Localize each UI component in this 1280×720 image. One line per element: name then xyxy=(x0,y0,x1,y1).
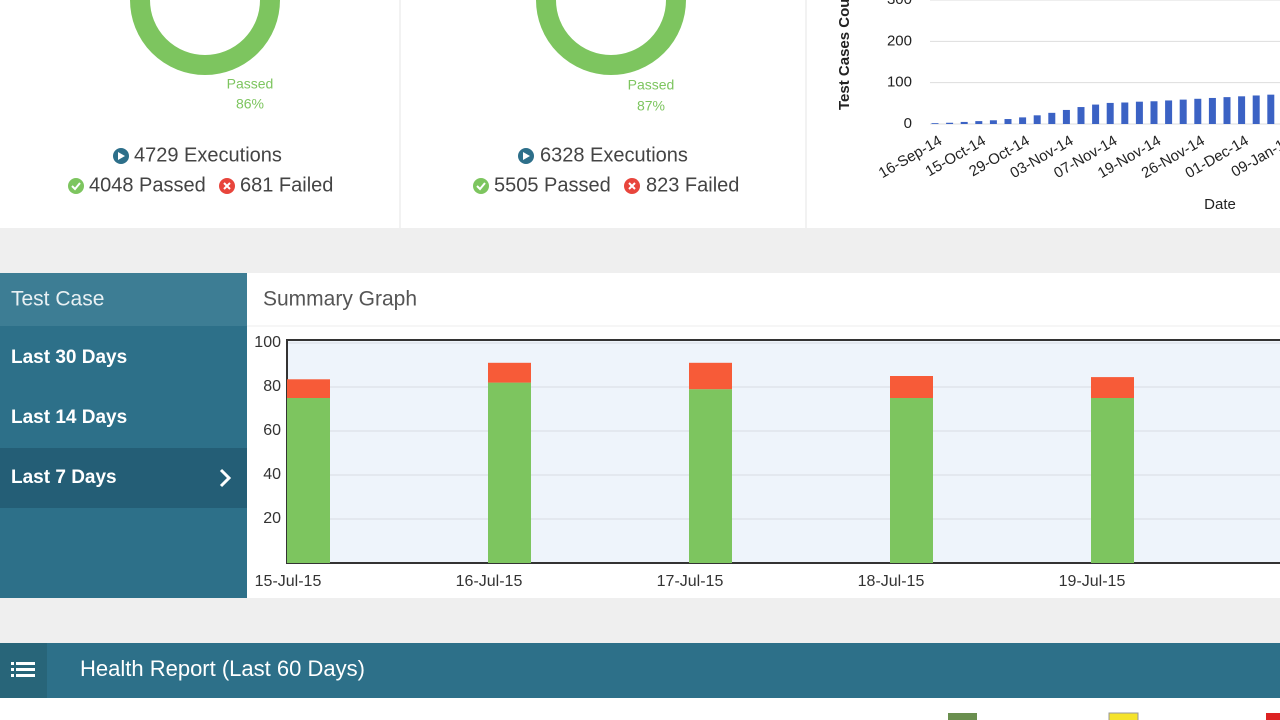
bar xyxy=(1048,112,1056,124)
bar-segment xyxy=(689,389,732,563)
bar xyxy=(1135,101,1143,124)
bar xyxy=(1150,101,1158,124)
active-item[interactable] xyxy=(0,448,247,508)
donut-legend: Passed xyxy=(628,77,675,93)
bar xyxy=(1223,97,1231,124)
check-icon xyxy=(473,178,489,194)
bar xyxy=(1194,98,1202,124)
health-body xyxy=(0,698,1280,720)
bar xyxy=(1252,95,1260,124)
list-icon xyxy=(11,662,35,677)
legend-swatch xyxy=(948,713,977,720)
bar xyxy=(1165,100,1173,124)
x-tick-label: 15-Jul-15 xyxy=(255,573,322,590)
y-tick-label: 300 xyxy=(887,0,912,8)
legend-swatch xyxy=(1108,712,1139,720)
x-tick-label: 18-Jul-15 xyxy=(858,573,925,590)
summary-title: Summary Graph xyxy=(263,288,417,311)
executions: 4729 Executions xyxy=(134,144,282,166)
bar xyxy=(989,120,997,124)
donut-percent: 87% xyxy=(637,98,665,114)
bar xyxy=(1004,119,1012,124)
x-icon xyxy=(223,182,231,190)
x-icon xyxy=(628,182,636,190)
play-icon xyxy=(118,152,125,160)
bar xyxy=(1092,104,1100,124)
y-tick-label: 0 xyxy=(904,115,912,132)
sidebar xyxy=(0,273,247,598)
check-icon xyxy=(71,182,81,191)
bar-segment xyxy=(1091,377,1134,398)
y-tick-label: 20 xyxy=(263,510,281,527)
y-tick-label: 80 xyxy=(263,378,281,395)
passed-count: 5505 Passed xyxy=(494,174,611,196)
sidebar-item[interactable]: Last 7 Days xyxy=(11,467,117,488)
failed-count: 681 Failed xyxy=(240,174,333,196)
health-header xyxy=(0,643,1280,698)
bar-segment xyxy=(287,379,330,398)
bar xyxy=(946,122,954,124)
sidebar-header xyxy=(0,273,247,326)
bar xyxy=(1179,99,1187,124)
bar xyxy=(1033,115,1041,124)
bar xyxy=(1238,96,1246,124)
bar xyxy=(931,123,939,124)
passed-count: 4048 Passed xyxy=(89,174,206,196)
sidebar-title: Test Case xyxy=(11,288,104,311)
bar xyxy=(1121,102,1129,124)
summary-chart: 15-Jul-15 16-Jul-15 17-Jul-15 18-Jul-15 19-J… xyxy=(255,339,1280,590)
bar-segment xyxy=(287,398,330,563)
bar xyxy=(1208,97,1216,124)
health-title: Health Report (Last 60 Days) xyxy=(80,656,365,681)
donut-percent: 86% xyxy=(236,96,264,112)
bar-segment xyxy=(1091,398,1134,563)
y-tick-label: 60 xyxy=(263,422,281,439)
check-icon xyxy=(68,178,84,194)
executions: 6328 Executions xyxy=(540,144,688,166)
donut xyxy=(536,0,686,75)
bar-segment xyxy=(689,362,732,390)
donut-legend: Passed xyxy=(227,76,274,92)
x-tick-label: 16-Jul-15 xyxy=(456,573,523,590)
x-axis-label: Date xyxy=(1204,196,1236,213)
x-tick-label: 17-Jul-15 xyxy=(657,573,724,590)
bar-segment xyxy=(890,398,933,563)
y-tick-label: 100 xyxy=(887,74,912,91)
bar xyxy=(1077,107,1085,124)
x-tick-label: 19-Jul-15 xyxy=(1059,573,1126,590)
sidebar-item[interactable]: Last 14 Days xyxy=(11,407,127,428)
bar xyxy=(1106,102,1114,124)
y-tick-label: 40 xyxy=(263,466,281,483)
bar xyxy=(1019,117,1027,124)
sidebar-item[interactable]: Last 30 Days xyxy=(11,347,127,368)
failed-count: 823 Failed xyxy=(646,174,739,196)
bar xyxy=(960,121,968,124)
legend-swatch xyxy=(1266,713,1280,720)
bar xyxy=(1267,94,1275,124)
y-tick-label: 100 xyxy=(254,334,281,351)
play-icon xyxy=(523,152,530,160)
bar-segment xyxy=(488,362,531,383)
donut xyxy=(130,0,280,75)
bar-segment xyxy=(488,382,531,563)
check-icon xyxy=(476,182,486,191)
bar-segment xyxy=(890,376,933,398)
bar xyxy=(975,121,983,124)
chevron xyxy=(219,468,232,488)
y-tick-label: 200 xyxy=(887,32,912,49)
y-axis-label: Test Cases Count xyxy=(836,0,853,110)
bar xyxy=(1062,109,1070,124)
